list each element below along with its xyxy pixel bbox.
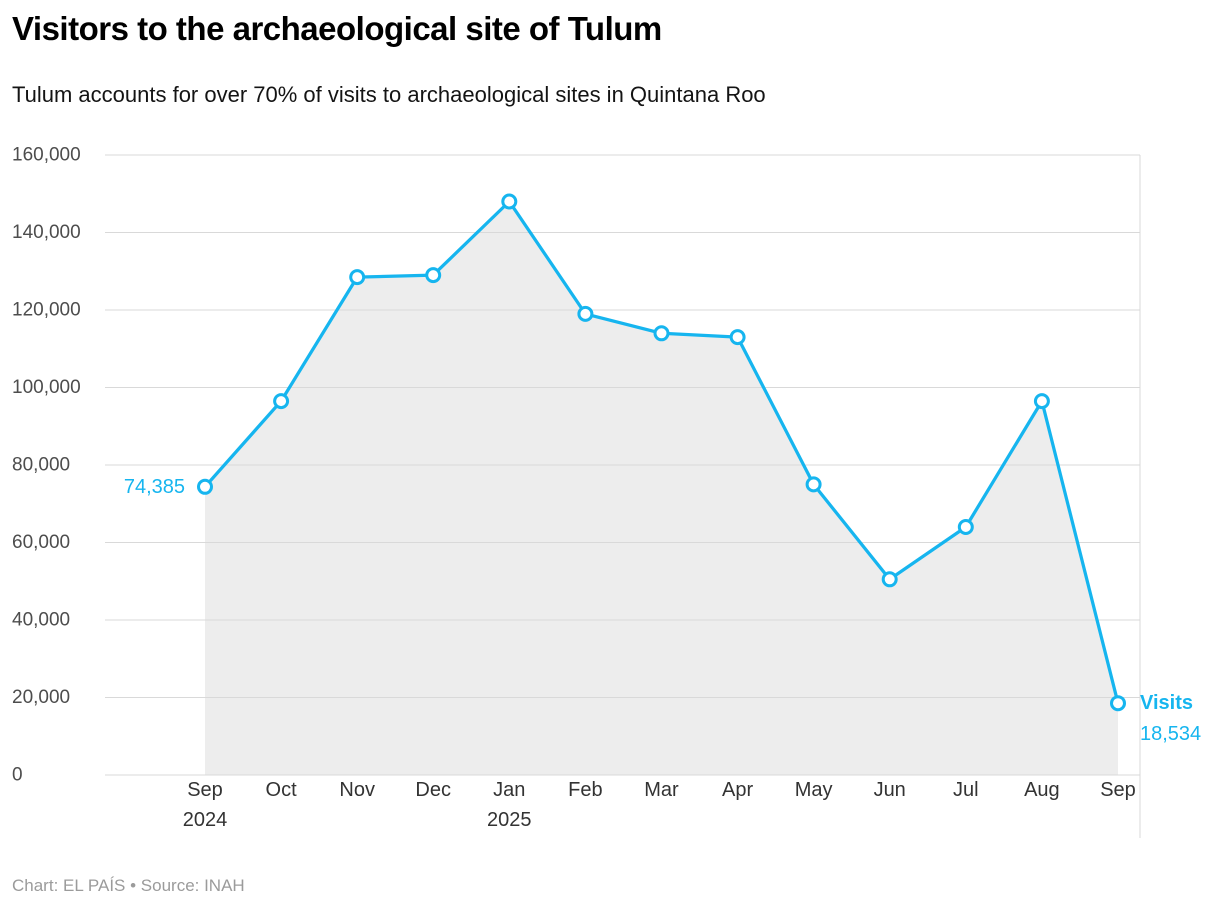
data-point[interactable] bbox=[957, 519, 974, 535]
y-tick-label: 100,000 bbox=[12, 377, 81, 398]
x-tick-label: Jul bbox=[953, 779, 979, 801]
end-value-label: 18,534 bbox=[1140, 723, 1201, 745]
x-tick-label: Nov bbox=[339, 779, 375, 801]
data-point[interactable] bbox=[653, 325, 670, 342]
series-end-label: Visits bbox=[1140, 692, 1193, 714]
x-tick-label: May bbox=[795, 779, 833, 801]
first-value-label: 74,385 bbox=[124, 476, 185, 498]
y-tick-label: 20,000 bbox=[12, 687, 70, 708]
y-tick-label: 80,000 bbox=[12, 455, 70, 476]
x-tick-label: Aug bbox=[1024, 779, 1060, 801]
chart-subtitle: Tulum accounts for over 70% of visits to… bbox=[12, 82, 766, 107]
y-tick-label: 120,000 bbox=[12, 300, 81, 321]
data-point[interactable] bbox=[1033, 393, 1050, 410]
x-year-label: 2024 bbox=[183, 809, 228, 831]
x-tick-label: Jan bbox=[493, 779, 525, 801]
y-tick-label: 140,000 bbox=[12, 222, 81, 243]
x-tick-label: Oct bbox=[266, 779, 298, 801]
y-tick-label: 60,000 bbox=[12, 532, 70, 553]
x-tick-label: Sep bbox=[187, 779, 223, 801]
data-point[interactable] bbox=[501, 193, 518, 210]
visitors-line-chart: 0 20,000 40,000 60,000 80,000 100,000 120,000 1… bbox=[12, 145, 1201, 838]
x-tick-label: Feb bbox=[568, 779, 602, 801]
data-point[interactable] bbox=[1110, 695, 1126, 712]
data-point[interactable] bbox=[425, 267, 442, 284]
data-point[interactable] bbox=[197, 478, 213, 495]
data-point[interactable] bbox=[805, 476, 822, 493]
x-tick-label: Sep bbox=[1100, 779, 1136, 801]
chart-title: Visitors to the archaeological site of T… bbox=[12, 10, 662, 47]
data-point[interactable] bbox=[273, 393, 290, 410]
data-point[interactable] bbox=[881, 571, 898, 588]
x-tick-label: Dec bbox=[415, 779, 451, 801]
y-tick-label: 40,000 bbox=[12, 610, 70, 631]
y-tick-label: 0 bbox=[12, 765, 23, 786]
y-tick-label: 160,000 bbox=[12, 145, 81, 166]
chart-attribution: Chart: EL PAÍS • Source: INAH bbox=[12, 876, 245, 895]
x-tick-label: Jun bbox=[874, 779, 906, 801]
data-point[interactable] bbox=[729, 329, 746, 346]
area-fill bbox=[205, 201, 1118, 775]
data-point[interactable] bbox=[349, 269, 366, 286]
x-tick-label: Apr bbox=[722, 779, 753, 801]
data-point[interactable] bbox=[577, 305, 594, 322]
x-year-label: 2025 bbox=[487, 809, 532, 831]
x-tick-label: Mar bbox=[644, 779, 679, 801]
